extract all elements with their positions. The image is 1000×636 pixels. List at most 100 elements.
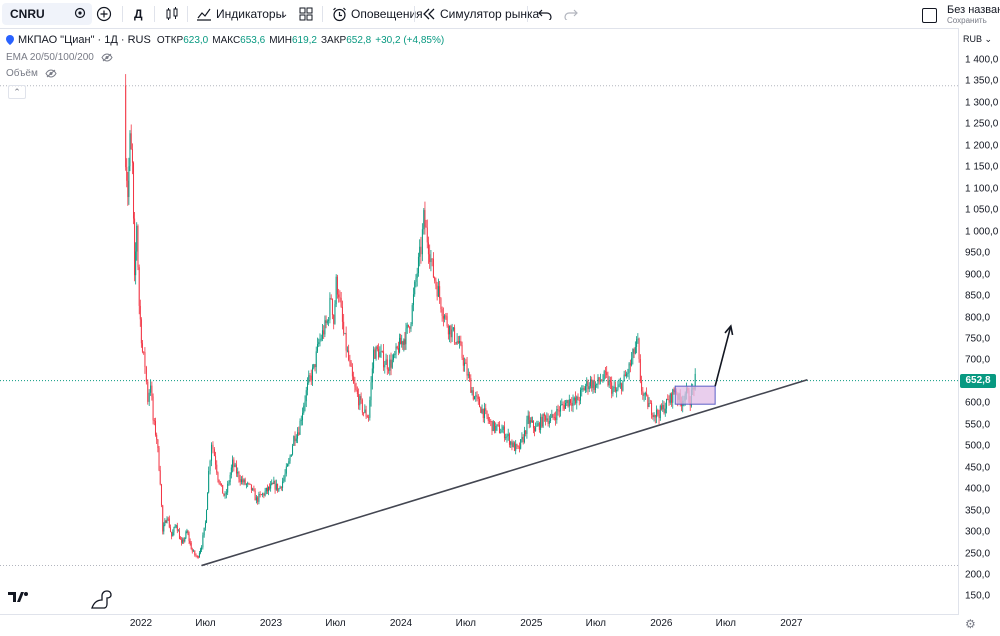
alerts-button[interactable]: Оповещения (332, 0, 423, 28)
candle-body (169, 527, 171, 532)
candle-body (425, 226, 427, 228)
undo-button[interactable] (538, 0, 552, 28)
volume-indicator-row[interactable]: Объём (6, 68, 57, 79)
collapse-legend-button[interactable]: ⌃ (8, 85, 26, 99)
candle-body (501, 429, 503, 433)
candle-body (258, 494, 260, 502)
candle-body (588, 386, 590, 390)
candle-body (289, 456, 291, 462)
low-value: 619,2 (291, 34, 317, 46)
candle-body (568, 399, 570, 407)
price-tick-label: 1 050,0 (965, 204, 999, 216)
redo-button[interactable] (564, 0, 578, 28)
eye-slash-icon[interactable] (101, 53, 113, 62)
candle-body (420, 246, 422, 255)
candle-body (204, 522, 206, 528)
candle-body (232, 459, 234, 468)
compare-button[interactable] (96, 0, 112, 28)
candle-body (644, 393, 646, 395)
candle-body (437, 286, 439, 297)
candle-body (390, 359, 392, 368)
candle-body (218, 479, 220, 484)
candle-body (247, 483, 249, 485)
candle-body (521, 436, 523, 440)
candle-body (235, 464, 237, 474)
candle-body (419, 246, 421, 257)
candle-body (550, 417, 552, 421)
replay-button[interactable]: Симулятор рынка (422, 0, 539, 28)
candle-body (316, 344, 318, 352)
currency-button[interactable]: RUB ⌄ (963, 34, 992, 45)
candle-body (129, 133, 131, 167)
candle-body (151, 385, 153, 397)
candle-body (447, 326, 449, 335)
candle-body (334, 304, 336, 324)
candle-body (613, 386, 615, 388)
candle-body (563, 405, 565, 409)
candle-body (201, 547, 203, 550)
time-tick-label: Июл (195, 618, 216, 629)
candle-body (349, 359, 351, 363)
candle-body (376, 346, 378, 350)
candle-body (212, 444, 214, 450)
time-axis[interactable] (0, 614, 958, 636)
tradingview-logo-icon (8, 590, 30, 607)
candle-body (391, 359, 393, 368)
candle-body (520, 439, 522, 449)
time-tick-label: 2022 (129, 618, 153, 629)
candle-body (323, 330, 325, 335)
candle-body (333, 314, 335, 324)
price-chart[interactable] (0, 28, 958, 614)
templates-button[interactable] (299, 0, 313, 28)
candle-body (178, 530, 180, 539)
candle-body (584, 386, 586, 391)
candle-body (669, 393, 671, 403)
price-tick-label: 800,0 (965, 312, 991, 323)
candle-body (648, 403, 650, 407)
candle-body (174, 526, 176, 528)
candle-body (245, 484, 247, 485)
candle-body (308, 375, 310, 383)
candle-body (402, 341, 404, 345)
candle-body (624, 374, 626, 377)
eye-slash-icon[interactable] (45, 69, 57, 78)
candle-body (479, 399, 481, 408)
candle-body (198, 553, 200, 558)
candle-body (667, 398, 669, 401)
candle-body (557, 409, 559, 411)
candle-body (482, 408, 484, 419)
ema-indicator-row[interactable]: EMA 20/50/100/200 (6, 52, 113, 63)
candle-body (641, 381, 643, 392)
candle-body (153, 420, 155, 422)
candle-body (329, 297, 331, 320)
candle-body (197, 556, 199, 558)
candle-body (461, 345, 463, 358)
candle-body (328, 319, 330, 321)
candle-body (663, 404, 665, 414)
interval-button[interactable]: Д (134, 7, 143, 21)
candle-body (405, 328, 407, 345)
candle-body (213, 449, 215, 456)
dinosaur-icon[interactable] (90, 590, 112, 615)
price-tick-label: 1 100,0 (965, 183, 999, 195)
candle-body (481, 408, 483, 413)
candle-body (360, 396, 362, 400)
layout-save-area[interactable]: Без назван Сохранить (922, 4, 1000, 26)
indicators-button[interactable]: Индикаторы (196, 0, 284, 28)
candle-body (535, 426, 537, 432)
time-tick-label: 2024 (389, 618, 413, 629)
gear-icon[interactable]: ⚙ (965, 617, 976, 631)
candle-body (672, 389, 674, 403)
candle-body (522, 436, 524, 442)
candle-body (597, 377, 599, 384)
candle-body (135, 251, 137, 276)
chart-type-button[interactable] (164, 0, 180, 28)
chevron-down-icon[interactable]: ⌄ (280, 8, 289, 20)
candle-body (666, 398, 668, 409)
candle-body (546, 418, 548, 421)
candle-body (279, 486, 281, 489)
price-axis[interactable] (958, 28, 1000, 615)
search-icon (74, 7, 86, 22)
candle-body (228, 481, 230, 484)
symbol-search-button[interactable]: CNRU (2, 3, 92, 25)
